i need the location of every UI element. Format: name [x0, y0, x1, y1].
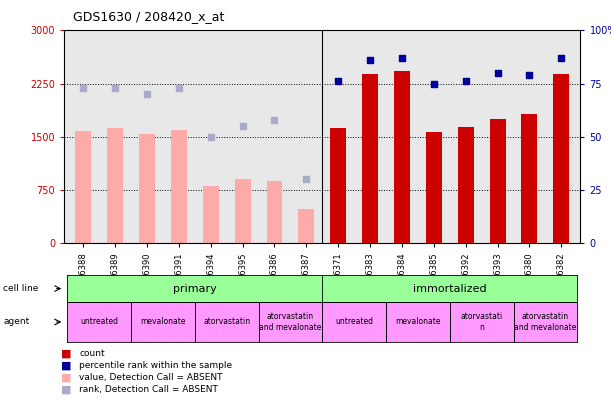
Bar [394, 72, 410, 243]
Point [301, 176, 311, 182]
Point [365, 57, 375, 63]
Text: primary: primary [173, 284, 217, 294]
Text: percentile rank within the sample: percentile rank within the sample [79, 361, 233, 370]
Point [429, 80, 439, 87]
Bar [266, 181, 282, 243]
Text: GDS1630 / 208420_x_at: GDS1630 / 208420_x_at [73, 10, 225, 23]
Bar [203, 186, 219, 243]
Point [142, 91, 152, 98]
Bar [139, 134, 155, 243]
Point [78, 85, 88, 91]
Bar [331, 128, 346, 243]
Bar [235, 179, 251, 243]
Text: atorvastatin
and mevalonate: atorvastatin and mevalonate [259, 312, 321, 332]
Text: ■: ■ [61, 385, 71, 394]
Text: atorvastatin: atorvastatin [203, 318, 251, 326]
Text: agent: agent [3, 318, 29, 326]
Text: untreated: untreated [80, 318, 118, 326]
Text: ■: ■ [61, 360, 71, 370]
Point [492, 70, 502, 76]
Bar [362, 75, 378, 243]
Text: rank, Detection Call = ABSENT: rank, Detection Call = ABSENT [79, 385, 218, 394]
Point [397, 55, 407, 61]
Point [174, 85, 184, 91]
Text: ■: ■ [61, 373, 71, 382]
Bar [554, 75, 569, 243]
Point [238, 123, 247, 129]
Text: untreated: untreated [335, 318, 373, 326]
Point [206, 134, 216, 140]
Text: ■: ■ [61, 348, 71, 358]
Point [461, 78, 470, 85]
Bar [458, 127, 474, 243]
Point [269, 117, 279, 123]
Bar [298, 209, 314, 243]
Bar [426, 132, 442, 243]
Bar [522, 114, 538, 243]
Bar [75, 131, 91, 243]
Point [334, 78, 343, 85]
Text: cell line: cell line [3, 284, 38, 293]
Point [557, 55, 566, 61]
Text: atorvastati
n: atorvastati n [461, 312, 503, 332]
Text: atorvastatin
and mevalonate: atorvastatin and mevalonate [514, 312, 577, 332]
Bar [107, 128, 123, 243]
Text: value, Detection Call = ABSENT: value, Detection Call = ABSENT [79, 373, 223, 382]
Text: count: count [79, 349, 105, 358]
Bar [489, 119, 505, 243]
Point [525, 72, 535, 78]
Text: mevalonate: mevalonate [140, 318, 186, 326]
Text: mevalonate: mevalonate [395, 318, 441, 326]
Point [110, 85, 120, 91]
Bar [171, 130, 187, 243]
Text: immortalized: immortalized [413, 284, 486, 294]
